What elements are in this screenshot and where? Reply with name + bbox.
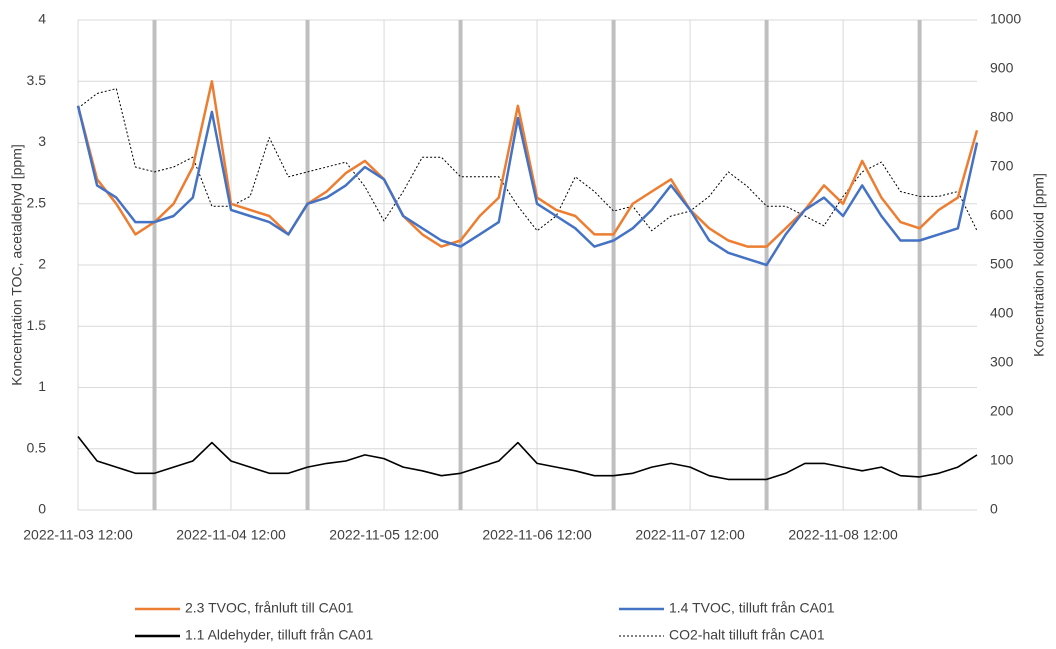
y-tick-label: 1.5 — [27, 317, 47, 333]
y-tick-label: 0.5 — [27, 439, 47, 455]
y2-tick-label: 900 — [990, 60, 1014, 76]
x-tick-label: 2022-11-04 12:00 — [176, 527, 286, 543]
series-line — [76, 105, 979, 267]
y-tick-label: 2.5 — [27, 194, 47, 210]
legend-label: CO2-halt tilluft från CA01 — [669, 627, 825, 643]
y2-tick-label: 1000 — [990, 11, 1021, 27]
y2-tick-label: 400 — [990, 305, 1014, 321]
y-tick-label: 3.5 — [27, 72, 47, 88]
y2-tick-label: 800 — [990, 109, 1014, 125]
series-line — [76, 80, 979, 248]
y-axis-title: Koncentration TOC, acetaldehyd [ppm] — [9, 144, 25, 386]
y-tick-label: 4 — [38, 11, 46, 27]
series-line — [77, 436, 978, 481]
x-tick-label: 2022-11-03 12:00 — [23, 527, 133, 543]
y2-tick-label: 600 — [990, 207, 1014, 223]
y2-tick-label: 500 — [990, 256, 1014, 272]
legend-label: 1.1 Aldehyder, tilluft från CA01 — [185, 627, 374, 643]
x-tick-label: 2022-11-05 12:00 — [329, 527, 439, 543]
y2-tick-label: 200 — [990, 403, 1014, 419]
y-tick-label: 3 — [38, 133, 46, 149]
y2-tick-label: 300 — [990, 354, 1014, 370]
y-tick-label: 1 — [38, 378, 46, 394]
y2-tick-label: 100 — [990, 452, 1014, 468]
x-tick-label: 2022-11-07 12:00 — [635, 527, 745, 543]
y2-tick-label: 700 — [990, 158, 1014, 174]
legend-label: 2.3 TVOC, frånluft till CA01 — [185, 600, 354, 616]
x-tick-label: 2022-11-08 12:00 — [788, 527, 898, 543]
y2-axis-title: Koncentration koldioxid [ppm] — [1031, 173, 1047, 357]
legend-label: 1.4 TVOC, tilluft från CA01 — [669, 600, 835, 616]
y2-tick-label: 0 — [990, 501, 998, 517]
y-tick-label: 2 — [38, 256, 46, 272]
x-tick-label: 2022-11-06 12:00 — [482, 527, 592, 543]
y-tick-label: 0 — [38, 501, 46, 517]
